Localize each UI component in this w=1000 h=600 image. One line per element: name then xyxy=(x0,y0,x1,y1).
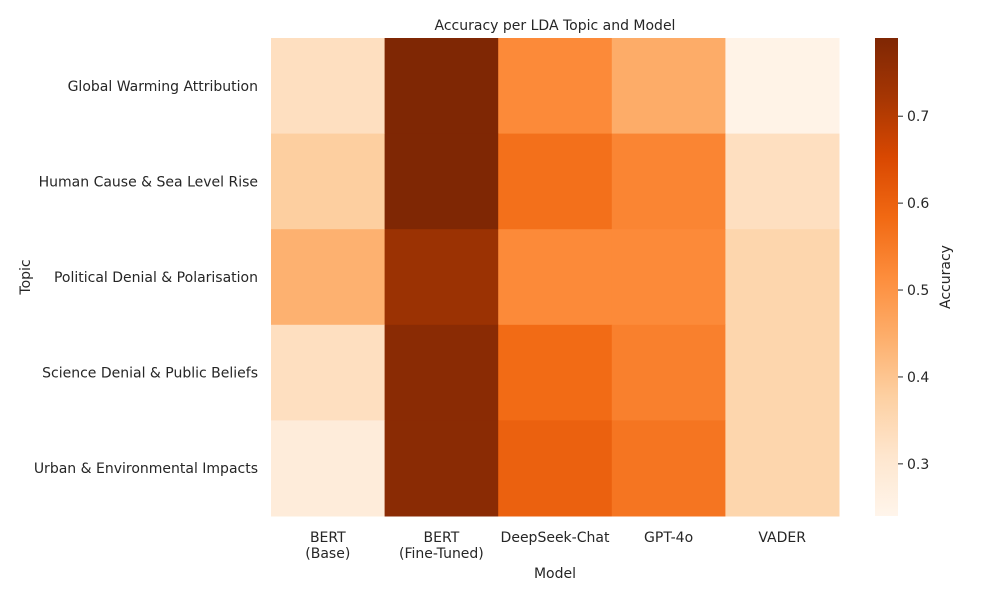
colorbar-tick-label: 0.7 xyxy=(907,109,929,125)
colorbar-label: Accuracy xyxy=(938,245,954,309)
heatmap-cell xyxy=(611,324,726,421)
y-tick-label: Global Warming Attribution xyxy=(68,79,258,95)
heatmap-cell xyxy=(611,420,726,517)
x-tick-label: BERT (Base) xyxy=(305,530,350,562)
x-axis-label: Model xyxy=(534,566,576,582)
y-tick-label: Urban & Environmental Impacts xyxy=(34,461,258,477)
heatmap-cell xyxy=(498,324,613,421)
heatmap-cell xyxy=(725,38,840,135)
heatmap-cell xyxy=(384,133,499,230)
x-tick-label: DeepSeek-Chat xyxy=(501,530,610,546)
heatmap-cell xyxy=(725,229,840,326)
heatmap-cell xyxy=(498,38,613,135)
heatmap-cell xyxy=(271,229,386,326)
x-tick-labels: BERT (Base) BERT (Fine-Tuned) DeepSeek-Chat G… xyxy=(305,530,806,562)
heatmap-cell xyxy=(384,38,499,135)
heatmap-cell xyxy=(725,133,840,230)
y-tick-label: Political Denial & Polarisation xyxy=(54,270,258,286)
heatmap-cell xyxy=(611,133,726,230)
heatmap-cell xyxy=(611,229,726,326)
colorbar-tick-label: 0.5 xyxy=(907,283,929,299)
x-tick-label: GPT-4o xyxy=(644,530,693,546)
heatmap-cell xyxy=(384,420,499,517)
colorbar-tick-label: 0.6 xyxy=(907,196,929,212)
x-tick-label: BERT (Fine-Tuned) xyxy=(399,530,484,562)
heatmap-cell xyxy=(498,420,613,517)
y-tick-label: Science Denial & Public Beliefs xyxy=(42,366,258,382)
colorbar-tick-label: 0.4 xyxy=(907,370,929,386)
colorbar xyxy=(875,38,898,516)
heatmap-cell xyxy=(271,133,386,230)
heatmap-cell xyxy=(271,324,386,421)
heatmap-cell xyxy=(725,324,840,421)
y-axis-label: Topic xyxy=(18,259,34,295)
heatmap-cell xyxy=(271,38,386,135)
heatmap-cell xyxy=(725,420,840,517)
colorbar-ticks: 0.3 0.4 0.5 0.6 0.7 xyxy=(898,109,929,473)
heatmap-cells xyxy=(271,38,840,517)
heatmap-cell xyxy=(384,229,499,326)
heatmap-cell xyxy=(498,133,613,230)
heatmap-cell xyxy=(384,324,499,421)
x-tick-label: VADER xyxy=(758,530,806,546)
chart-title: Accuracy per LDA Topic and Model xyxy=(435,18,676,34)
colorbar-tick-label: 0.3 xyxy=(907,457,929,473)
heatmap-cell xyxy=(611,38,726,135)
y-tick-label: Human Cause & Sea Level Rise xyxy=(39,174,258,190)
heatmap-cell xyxy=(498,229,613,326)
y-tick-labels: Global Warming Attribution Human Cause & … xyxy=(34,79,258,477)
heatmap-cell xyxy=(271,420,386,517)
